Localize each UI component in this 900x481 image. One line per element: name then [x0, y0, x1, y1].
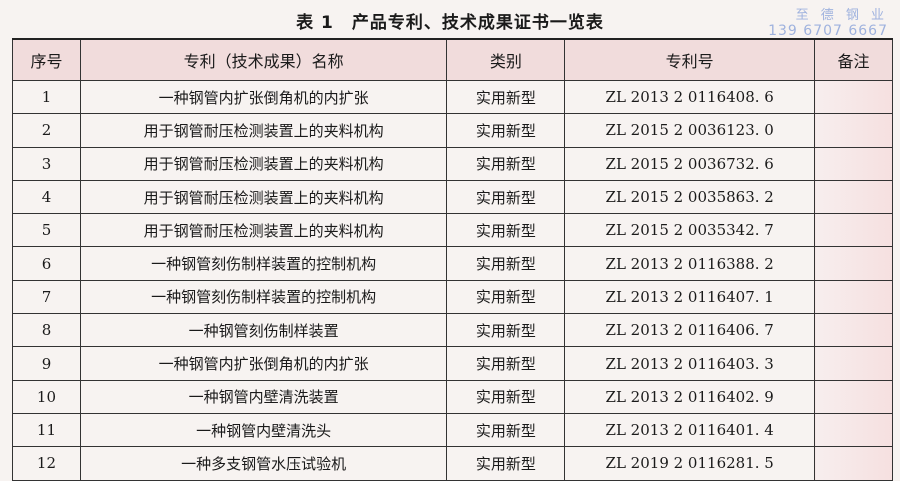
cell-name: 一种钢管内壁清洗头: [79, 412, 448, 448]
cell-no: 7: [12, 279, 81, 315]
header-patent: 专利号: [564, 38, 816, 81]
header-remark: 备注: [814, 38, 893, 81]
cell-no: 6: [12, 246, 81, 281]
cell-remark: [814, 279, 893, 315]
header-category: 类别: [446, 38, 566, 81]
table-row: 7 一种钢管刻伤制样装置的控制机构 实用新型 ZL 2013 2 0116407. 1: [12, 279, 893, 315]
cell-name: 一种钢管刻伤制样装置的控制机构: [79, 246, 448, 281]
cell-remark: [814, 346, 893, 381]
cell-patent: ZL 2015 2 0035863. 2: [564, 179, 816, 215]
cell-patent: ZL 2015 2 0036732. 6: [564, 146, 816, 181]
table-title: 表 1 产品专利、技术成果证书一览表: [0, 8, 900, 33]
cell-category: 实用新型: [446, 279, 566, 315]
table-row: 1 一种钢管内扩张倒角机的内扩张 实用新型 ZL 2013 2 0116408. 6: [12, 79, 893, 115]
cell-patent: ZL 2015 2 0036123. 0: [564, 113, 816, 148]
table-row: 4 用于钢管耐压检测装置上的夹料机构 实用新型 ZL 2015 2 0035863. …: [12, 179, 893, 215]
cell-name: 一种钢管刻伤制样装置: [79, 313, 448, 348]
cell-name: 一种钢管内扩张倒角机的内扩张: [79, 346, 448, 381]
cell-name: 一种钢管内壁清洗装置: [79, 379, 448, 414]
cell-patent: ZL 2013 2 0116406. 7: [564, 313, 816, 348]
cell-remark: [814, 79, 893, 115]
cell-patent: ZL 2013 2 0116388. 2: [564, 246, 816, 281]
watermark-name: 至 德 钢 业: [795, 8, 888, 23]
header-row: 序号 专利（技术成果）名称 类别 专利号 备注: [12, 38, 893, 81]
cell-remark: [814, 379, 893, 414]
cell-remark: [814, 446, 893, 481]
cell-category: 实用新型: [446, 346, 566, 381]
cell-name: 一种多支钢管水压试验机: [79, 446, 448, 481]
cell-category: 实用新型: [446, 213, 566, 248]
cell-name: 一种钢管刻伤制样装置的控制机构: [79, 279, 448, 315]
cell-name: 一种钢管内扩张倒角机的内扩张: [79, 79, 448, 115]
table-row: 11 一种钢管内壁清洗头 实用新型 ZL 2013 2 0116401. 4: [12, 412, 893, 448]
cell-patent: ZL 2013 2 0116408. 6: [564, 79, 816, 115]
table-row: 6 一种钢管刻伤制样装置的控制机构 实用新型 ZL 2013 2 0116388. 2: [12, 246, 893, 281]
cell-remark: [814, 246, 893, 281]
cell-category: 实用新型: [446, 246, 566, 281]
table-row: 9 一种钢管内扩张倒角机的内扩张 实用新型 ZL 2013 2 0116403. 3: [12, 346, 893, 381]
cell-no: 3: [12, 146, 81, 181]
cell-remark: [814, 412, 893, 448]
table-row: 10 一种钢管内壁清洗装置 实用新型 ZL 2013 2 0116402. 9: [12, 379, 893, 414]
cell-patent: ZL 2013 2 0116407. 1: [564, 279, 816, 315]
header-no: 序号: [12, 38, 81, 81]
cell-no: 12: [12, 446, 81, 481]
cell-category: 实用新型: [446, 179, 566, 215]
cell-no: 1: [12, 79, 81, 115]
cell-name: 用于钢管耐压检测装置上的夹料机构: [79, 213, 448, 248]
cell-no: 8: [12, 313, 81, 348]
cell-remark: [814, 213, 893, 248]
cell-category: 实用新型: [446, 379, 566, 414]
cell-no: 4: [12, 179, 81, 215]
cell-remark: [814, 113, 893, 148]
table-row: 5 用于钢管耐压检测装置上的夹料机构 实用新型 ZL 2015 2 0035342. …: [12, 213, 893, 248]
cell-patent: ZL 2013 2 0116403. 3: [564, 346, 816, 381]
table-row: 8 一种钢管刻伤制样装置 实用新型 ZL 2013 2 0116406. 7: [12, 313, 893, 348]
cell-no: 9: [12, 346, 81, 381]
cell-category: 实用新型: [446, 412, 566, 448]
cell-patent: ZL 2013 2 0116401. 4: [564, 412, 816, 448]
cell-category: 实用新型: [446, 113, 566, 148]
cell-no: 10: [12, 379, 81, 414]
cell-category: 实用新型: [446, 146, 566, 181]
cell-no: 5: [12, 213, 81, 248]
cell-remark: [814, 179, 893, 215]
table-row: 3 用于钢管耐压检测装置上的夹料机构 实用新型 ZL 2015 2 0036732. …: [12, 146, 893, 181]
cell-category: 实用新型: [446, 446, 566, 481]
cell-patent: ZL 2013 2 0116402. 9: [564, 379, 816, 414]
table-title-text: 产品专利、技术成果证书一览表: [351, 13, 604, 33]
table-row: 2 用于钢管耐压检测装置上的夹料机构 实用新型 ZL 2015 2 0036123. …: [12, 113, 893, 148]
cell-patent: ZL 2015 2 0035342. 7: [564, 213, 816, 248]
cell-name: 用于钢管耐压检测装置上的夹料机构: [79, 113, 448, 148]
cell-no: 2: [12, 113, 81, 148]
cell-patent: ZL 2019 2 0116281. 5: [564, 446, 816, 481]
cell-category: 实用新型: [446, 79, 566, 115]
header-name: 专利（技术成果）名称: [79, 38, 448, 81]
patent-table: 序号 专利（技术成果）名称 类别 专利号 备注 1 一种钢管内扩张倒角机的内扩张实…: [12, 38, 893, 481]
table-row: 12 一种多支钢管水压试验机 实用新型 ZL 2019 2 0116281. 5: [12, 446, 893, 481]
cell-category: 实用新型: [446, 313, 566, 348]
cell-name: 用于钢管耐压检测装置上的夹料机构: [79, 179, 448, 215]
cell-name: 用于钢管耐压检测装置上的夹料机构: [79, 146, 448, 181]
watermark: 至 德 钢 业 139 6707 6667: [768, 4, 888, 39]
watermark-phone: 139 6707 6667: [768, 23, 888, 39]
cell-remark: [814, 313, 893, 348]
cell-no: 11: [12, 412, 81, 448]
cell-remark: [814, 146, 893, 181]
table-number: 表 1: [296, 13, 334, 33]
